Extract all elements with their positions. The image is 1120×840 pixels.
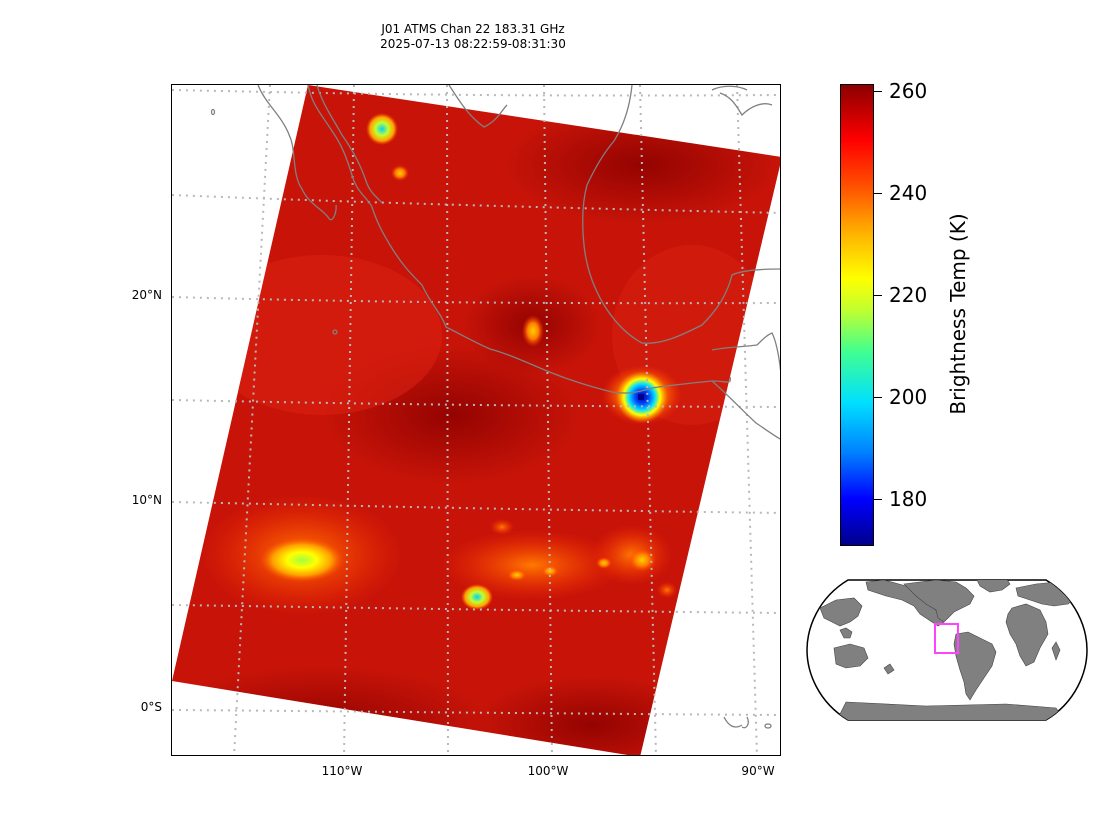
- land-new-zealand: [883, 663, 895, 675]
- colorbar-tickmark-240: [874, 193, 882, 194]
- lat-tick-0s: 0°S: [140, 700, 162, 714]
- warm-cell-f: [657, 582, 677, 598]
- graticule: [172, 85, 780, 755]
- brightness-temp-swath: [172, 85, 780, 755]
- lon-tick-100w: 100°W: [527, 764, 569, 778]
- land-greenland: [975, 580, 1011, 593]
- gridline-lon-100: [543, 85, 553, 755]
- warm-cell-b: [541, 565, 559, 577]
- colorbar-title: Brightness Temp (K): [946, 213, 970, 415]
- colorbar-tickmark-200: [874, 397, 882, 398]
- coast-gulf-north: [448, 85, 508, 128]
- colorbar-label-240: 240: [889, 181, 928, 205]
- lat-tick-20n: 20°N: [131, 288, 162, 302]
- colorbar: [840, 84, 874, 546]
- colorbar-label-220: 220: [889, 283, 928, 307]
- locator-svg: [806, 579, 1088, 721]
- main-map: [171, 84, 781, 756]
- gridline-lat-30: [172, 89, 780, 97]
- locator-globe: [806, 578, 1088, 722]
- warm-cell-a: [507, 569, 527, 581]
- colorbar-tickmark-260: [874, 91, 882, 92]
- colorbar-label-260: 260: [889, 79, 928, 103]
- colorbar-label-200: 200: [889, 385, 928, 409]
- lighter-region-west: [202, 255, 442, 415]
- coast-pacific-mexico: [307, 85, 653, 394]
- land-north-america: [903, 580, 975, 623]
- title-line-2: 2025-07-13 08:22:59-08:31:30: [380, 37, 566, 51]
- warm-cell-mexico: [522, 315, 544, 347]
- lon-tick-110w: 110°W: [321, 764, 363, 778]
- coast-gulf-mexico: [582, 85, 780, 344]
- coast-islet: [764, 723, 772, 729]
- land-indonesia: [839, 627, 853, 639]
- coldest-pixel: [638, 394, 644, 400]
- swath-location-box: [934, 623, 959, 654]
- convective-cell-north: [366, 113, 398, 145]
- gridline-lon-90: [736, 85, 758, 755]
- gridline-lon-115: [233, 85, 271, 755]
- warm-cell-e: [596, 557, 612, 569]
- coast-guadalupe-island: [210, 108, 216, 116]
- gridline-lon-105: [446, 85, 449, 755]
- coast-central-america: [711, 380, 780, 440]
- gridline-lat-15: [172, 399, 780, 408]
- warm-cell-c: [628, 548, 656, 572]
- coastlines: [210, 85, 780, 729]
- land-south-america: [953, 631, 997, 701]
- plot-title: J01 ATMS Chan 22 183.31 GHz 2025-07-13 0…: [300, 22, 646, 52]
- land-east-asia: [819, 597, 863, 627]
- gridline-lat-20: [172, 296, 780, 305]
- lat-tick-10n: 10°N: [131, 493, 162, 507]
- gridline-lon-110: [343, 85, 355, 755]
- gridline-lat-0: [172, 709, 780, 716]
- coast-yucatan-belize: [711, 332, 780, 371]
- map-svg: [172, 85, 780, 755]
- colorbar-tickmark-180: [874, 499, 882, 500]
- gridline-lon-95: [639, 85, 657, 755]
- gridline-lat-10: [172, 501, 780, 514]
- coast-baja-west: [257, 85, 337, 221]
- land-australia: [833, 643, 869, 669]
- land-africa: [1005, 603, 1049, 667]
- coast-florida: [719, 92, 773, 117]
- coast-socorro-island: [332, 329, 338, 335]
- title-line-1: J01 ATMS Chan 22 183.31 GHz: [381, 22, 565, 36]
- warm-cell-north: [391, 165, 409, 181]
- coast-gulf-top: [711, 85, 748, 91]
- colorbar-label-180: 180: [889, 487, 928, 511]
- warm-cell-d: [490, 519, 514, 535]
- land-madagascar: [1051, 641, 1061, 661]
- convective-cell-south: [461, 584, 493, 610]
- continents: [819, 580, 1077, 720]
- lon-tick-90w: 90°W: [741, 764, 775, 778]
- gridline-lat-25: [172, 194, 780, 214]
- colorbar-tickmark-220: [874, 295, 882, 296]
- land-antarctica: [835, 701, 1067, 720]
- coast-galapagos: [723, 716, 749, 729]
- convective-cell-west: [260, 538, 344, 582]
- gridline-lat-5: [172, 604, 780, 614]
- orange-patch-center: [442, 530, 622, 600]
- coast-gulf-california: [316, 85, 383, 204]
